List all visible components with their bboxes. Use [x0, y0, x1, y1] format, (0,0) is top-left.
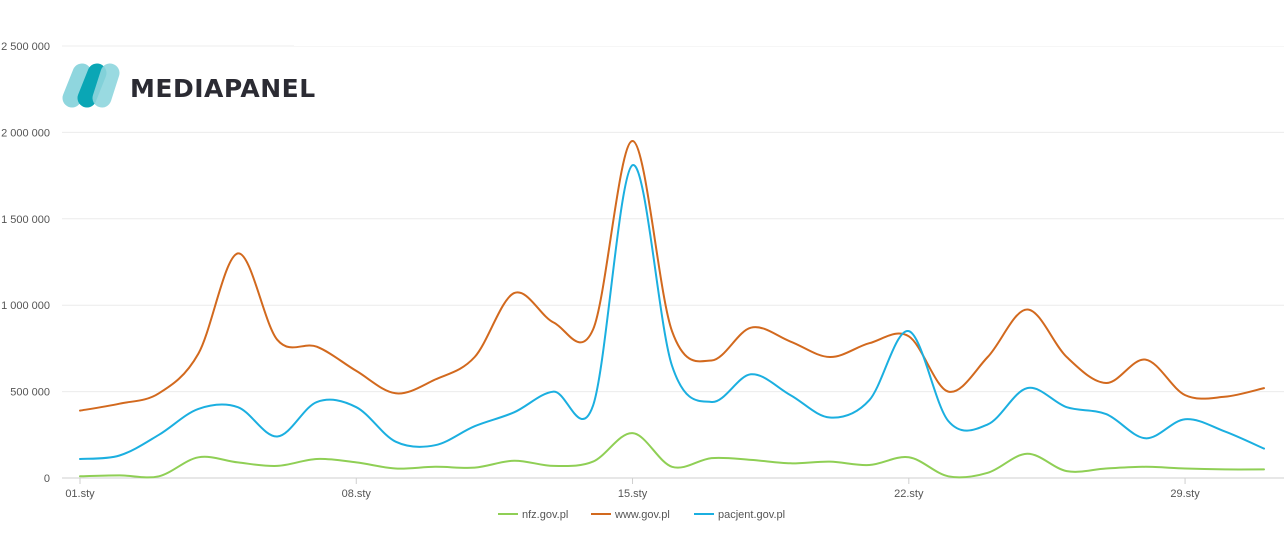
logo-text: MEDIAPANEL [130, 74, 316, 103]
series-line-nfz-gov-pl [79, 432, 1265, 479]
logo-mark-icon [62, 63, 120, 108]
legend-label: www.gov.pl [614, 509, 670, 521]
legend: nfz.gov.pl www.gov.pl pacjent.gov.pl [498, 509, 785, 521]
legend-label: nfz.gov.pl [522, 509, 568, 521]
y-tick-label: 1 000 000 [1, 300, 50, 312]
y-tick-label: 1 500 000 [1, 214, 50, 226]
legend-label: pacjent.gov.pl [718, 509, 785, 521]
series-line-pacjent-gov-pl [79, 164, 1265, 460]
y-tick-label: 2 000 000 [1, 127, 50, 139]
logo-bar-3 [92, 63, 120, 108]
logo-bar-2 [77, 63, 107, 108]
y-tick-label: 2 500 000 [1, 41, 50, 53]
y-tick-label: 0 [44, 473, 50, 485]
logo-bar-1 [62, 63, 92, 108]
mediapanel-logo: MEDIAPANEL [62, 44, 1284, 108]
x-tick-label: 08.sty [342, 488, 372, 500]
y-tick-label: 500 000 [10, 387, 50, 399]
series-line-www-gov-pl [79, 139, 1265, 412]
series-lines [79, 139, 1265, 479]
x-axis: 01.sty 08.sty 15.sty 22.sty 29.sty [62, 477, 1284, 500]
x-tick-label: 22.sty [894, 488, 924, 500]
x-tick-label: 29.sty [1170, 488, 1200, 500]
x-tick-label: 01.sty [65, 488, 95, 500]
y-axis-ticks: 0 500 000 1 000 000 1 500 000 2 000 000 2 500… [1, 41, 50, 485]
x-tick-label: 15.sty [618, 488, 648, 500]
